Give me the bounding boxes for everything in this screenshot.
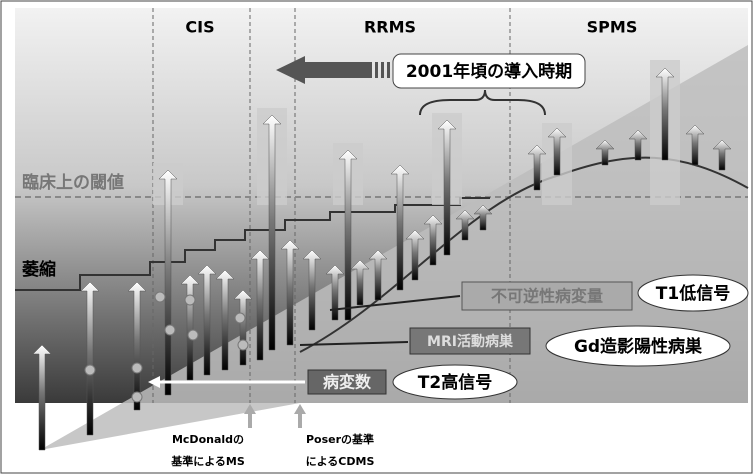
lesion-dot: [165, 325, 175, 335]
phase-label: CIS: [185, 18, 214, 37]
criteria-label: によるCDMS: [306, 455, 375, 468]
lesion-dot: [155, 292, 165, 302]
criteria-label: 基準によるMS: [170, 454, 245, 468]
lesions-marker: T2高信号: [418, 372, 492, 393]
criteria-label: Poserの基準: [306, 432, 374, 446]
active-label: MRI活動病巣: [427, 333, 514, 350]
lesion-dot: [132, 392, 142, 402]
atrophy-label: 萎縮: [22, 259, 56, 280]
diagram: CIS RRMS SPMS 2001年頃の導入時期 臨床上の閾値 萎縮 不可逆性…: [0, 0, 753, 474]
phase-label: SPMS: [587, 18, 638, 37]
lesion-dot: [235, 313, 245, 323]
active-marker: Gd造影陽性病巣: [574, 336, 703, 357]
lesions-label: 病変数: [323, 373, 372, 392]
lesion-dot: [185, 295, 195, 305]
lesion-dot: [188, 330, 198, 340]
introduction: 2001年頃の導入時期: [406, 61, 572, 82]
irreversible-label: 不可逆性病変量: [491, 287, 603, 306]
phase-label: RRMS: [364, 18, 416, 37]
irreversible-marker: T1低信号: [656, 283, 730, 304]
lesion-dot: [238, 340, 248, 350]
lesion-dot: [132, 363, 142, 373]
threshold-label: 臨床上の閾値: [22, 172, 124, 193]
criteria-label: McDonaldの: [172, 433, 244, 446]
lesion-dot: [85, 365, 95, 375]
